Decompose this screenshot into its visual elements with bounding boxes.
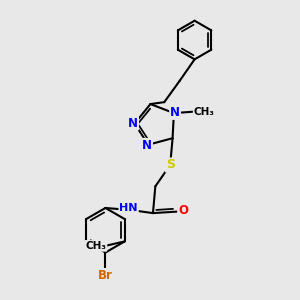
Text: CH₃: CH₃ [194, 106, 215, 117]
Text: HN: HN [119, 203, 138, 213]
Text: N: N [142, 139, 152, 152]
Text: N: N [170, 106, 180, 119]
Text: O: O [178, 204, 188, 217]
Text: S: S [166, 158, 175, 172]
Text: Br: Br [98, 269, 113, 282]
Text: CH₃: CH₃ [85, 241, 106, 251]
Text: N: N [128, 116, 138, 130]
